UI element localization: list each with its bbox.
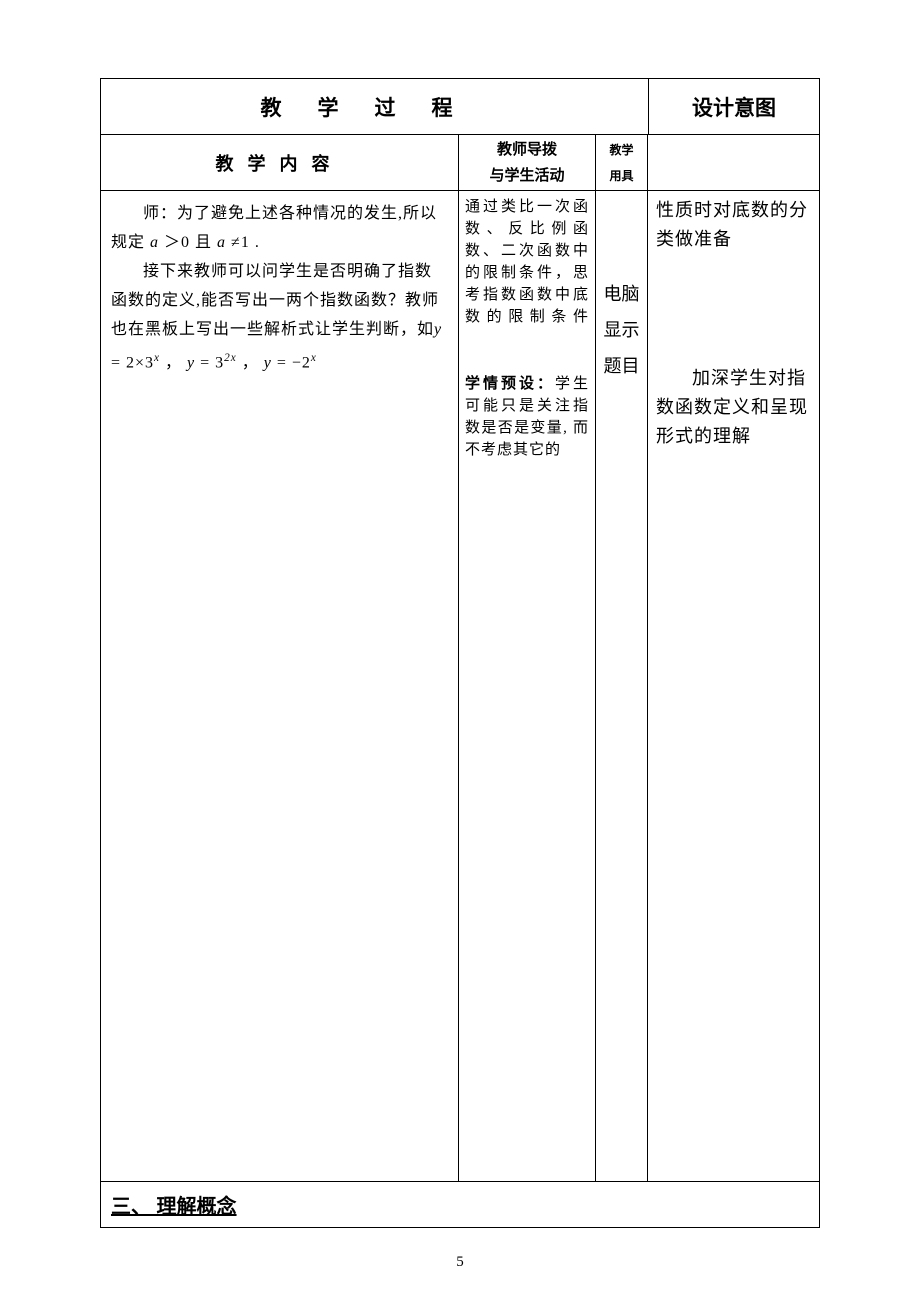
formula-2-exp: 2x	[224, 352, 237, 364]
formula-1: y	[434, 321, 442, 338]
header-row: 教学内容 教师导拨 与学生活动 教学 用具	[101, 135, 819, 191]
paragraph-2: 接下来教师可以问学生是否明确了指数函数的定义,能否写出一两个指数函数？教师也在黑…	[111, 257, 448, 377]
formula-2: y	[187, 354, 195, 371]
header-empty-cell	[648, 135, 818, 190]
content-row: 师：为了避免上述各种情况的发生,所以规定 a ＞0 且 a ≠1 . 接下来教师…	[101, 191, 819, 1181]
title-right-cell: 设计意图	[649, 79, 819, 134]
tool-line1: 电脑	[602, 276, 641, 312]
tool-line3: 题目	[602, 348, 641, 384]
p1-text: 师：为了避免上述各种情况的发生,所以规定	[111, 205, 437, 251]
math-var-a2: a	[217, 234, 226, 251]
header-content-text: 教学内容	[216, 150, 344, 176]
formula-3: y	[264, 354, 272, 371]
page-number: 5	[0, 1254, 920, 1271]
header-activity-line2: 与学生活动	[489, 163, 564, 189]
intent-block1: 性质时对底数的分类做准备	[656, 196, 810, 254]
formula-1-exp: x	[154, 352, 160, 364]
teacher-activity-cell: 通过类比一次函数、反比例函数、二次函数中的限制条件，思考指数函数中底数的限制条件…	[459, 191, 596, 1181]
title-main-cell: 教学过程	[101, 79, 649, 134]
intent-block2: 加深学生对指数函数定义和呈现形式的理解	[656, 364, 810, 451]
tool-line2: 显示	[602, 312, 641, 348]
header-activity-cell: 教师导拨 与学生活动	[459, 135, 596, 190]
activity-block2-label: 学情预设：	[465, 376, 555, 392]
activity-block2: 学情预设：学生可能只是关注指数是否是变量, 而不考虑其它的	[465, 373, 589, 461]
teaching-content-cell: 师：为了避免上述各种情况的发生,所以规定 a ＞0 且 a ≠1 . 接下来教师…	[101, 191, 459, 1181]
title-right-text: 设计意图	[692, 92, 776, 122]
tools-cell: 电脑 显示 题目	[596, 191, 648, 1181]
p2-text: 接下来教师可以问学生是否明确了指数函数的定义,能否写出一两个指数函数？教师也在黑…	[111, 263, 439, 338]
activity-block1: 通过类比一次函数、反比例函数、二次函数中的限制条件，思考指数函数中底数的限制条件	[465, 196, 589, 328]
header-tools-line1: 教学	[609, 137, 633, 163]
title-row: 教学过程 设计意图	[101, 79, 819, 135]
lesson-plan-table: 教学过程 设计意图 教学内容 教师导拨 与学生活动 教学 用具 师：为了避免上述…	[100, 78, 820, 1228]
header-activity-line1: 教师导拨	[497, 137, 557, 163]
title-main-text: 教学过程	[261, 92, 489, 122]
section-heading-text: 三、 理解概念	[111, 1190, 237, 1219]
math-gt: ＞0 且	[164, 234, 212, 251]
math-ne: ≠1 .	[231, 234, 260, 251]
header-tools-line2: 用具	[609, 163, 633, 189]
header-tools-cell: 教学 用具	[596, 135, 648, 190]
header-content-cell: 教学内容	[101, 135, 459, 190]
paragraph-1: 师：为了避免上述各种情况的发生,所以规定 a ＞0 且 a ≠1 .	[111, 199, 448, 257]
design-intent-cell: 性质时对底数的分类做准备 加深学生对指数函数定义和呈现形式的理解	[648, 191, 818, 1181]
section-heading-row: 三、 理解概念	[101, 1181, 819, 1227]
math-var-a1: a	[150, 234, 159, 251]
formula-3-exp: x	[311, 352, 317, 364]
